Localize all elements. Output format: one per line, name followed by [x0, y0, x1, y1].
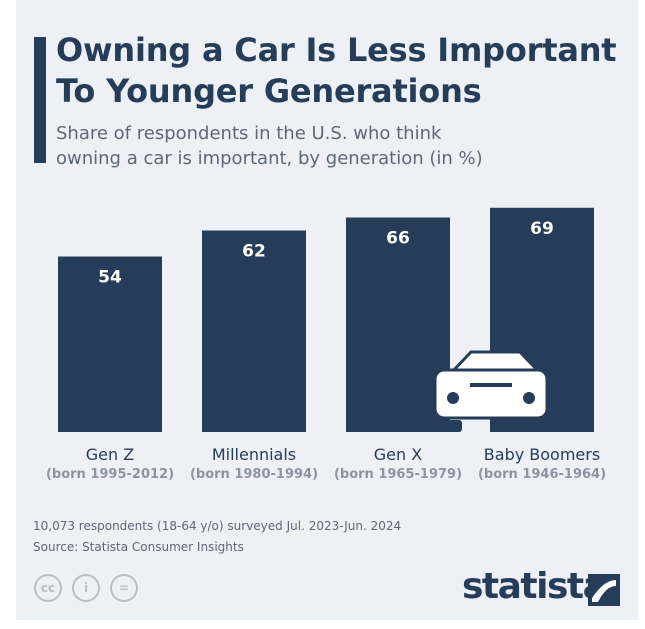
bar-value-label: 69 [530, 219, 554, 239]
category-sublabel: (born 1946-1964) [477, 467, 607, 482]
title-accent-bar [34, 37, 46, 163]
statista-logo[interactable]: statista [462, 566, 607, 607]
attribution-icon[interactable]: i [72, 574, 100, 602]
no-derivatives-icon[interactable]: = [110, 574, 138, 602]
category-label: Gen Z [85, 445, 135, 464]
statista-logo-mark-icon [588, 574, 620, 606]
title-line-1: Owning a Car Is Less Important [56, 31, 617, 69]
survey-note: 10,073 respondents (18-64 y/o) surveyed … [33, 519, 402, 533]
source-note: Source: Statista Consumer Insights [33, 540, 244, 554]
bar-value-label: 54 [98, 268, 122, 288]
bar-millennials [202, 230, 306, 432]
subtitle-line-1: Share of respondents in the U.S. who thi… [56, 123, 442, 144]
car-icon [433, 350, 549, 432]
chart-subtitle: Share of respondents in the U.S. who thi… [56, 121, 616, 171]
chart-title: Owning a Car Is Less Important To Younge… [56, 30, 636, 112]
subtitle-line-2: owning a car is important, by generation… [56, 148, 483, 169]
category-sublabel: (born 1965-1979) [333, 467, 463, 482]
bar-value-label: 66 [386, 229, 410, 249]
bar-gen-z [58, 256, 162, 432]
category-label: Gen X [373, 445, 423, 464]
title-line-2: To Younger Generations [56, 72, 482, 110]
cc-icon[interactable]: cc [34, 574, 62, 602]
category-label: Baby Boomers [483, 445, 601, 464]
bar-gen-x [346, 217, 450, 432]
category-sublabel: (born 1980-1994) [189, 467, 319, 482]
bar-value-label: 62 [242, 242, 266, 262]
category-label: Millennials [211, 445, 297, 464]
category-sublabel: (born 1995-2012) [45, 467, 175, 482]
